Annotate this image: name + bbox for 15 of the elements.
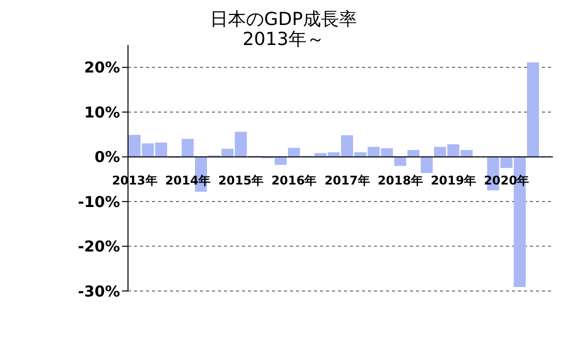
y-tick-label: -30%: [78, 282, 120, 300]
x-tick-label: 2020年: [484, 173, 530, 188]
x-tick-label: 2017年: [324, 173, 370, 188]
y-tick-label: 10%: [84, 103, 120, 122]
x-tick-label: 2015年: [218, 173, 264, 188]
x-tick-label: 2014年: [165, 173, 210, 188]
x-tick-label: 2019年: [430, 173, 476, 188]
y-tick-label: 0%: [94, 148, 120, 166]
y-tick-label: 20%: [84, 58, 120, 77]
x-tick-label: 2016年: [271, 173, 317, 188]
y-tick-label: -10%: [78, 192, 120, 211]
chart-title: 日本のGDP成長率: [209, 9, 358, 30]
y-tick-label: -20%: [78, 238, 120, 256]
x-tick-label: 2018年: [378, 173, 423, 188]
chart-subtitle: 2013年～: [242, 29, 326, 50]
